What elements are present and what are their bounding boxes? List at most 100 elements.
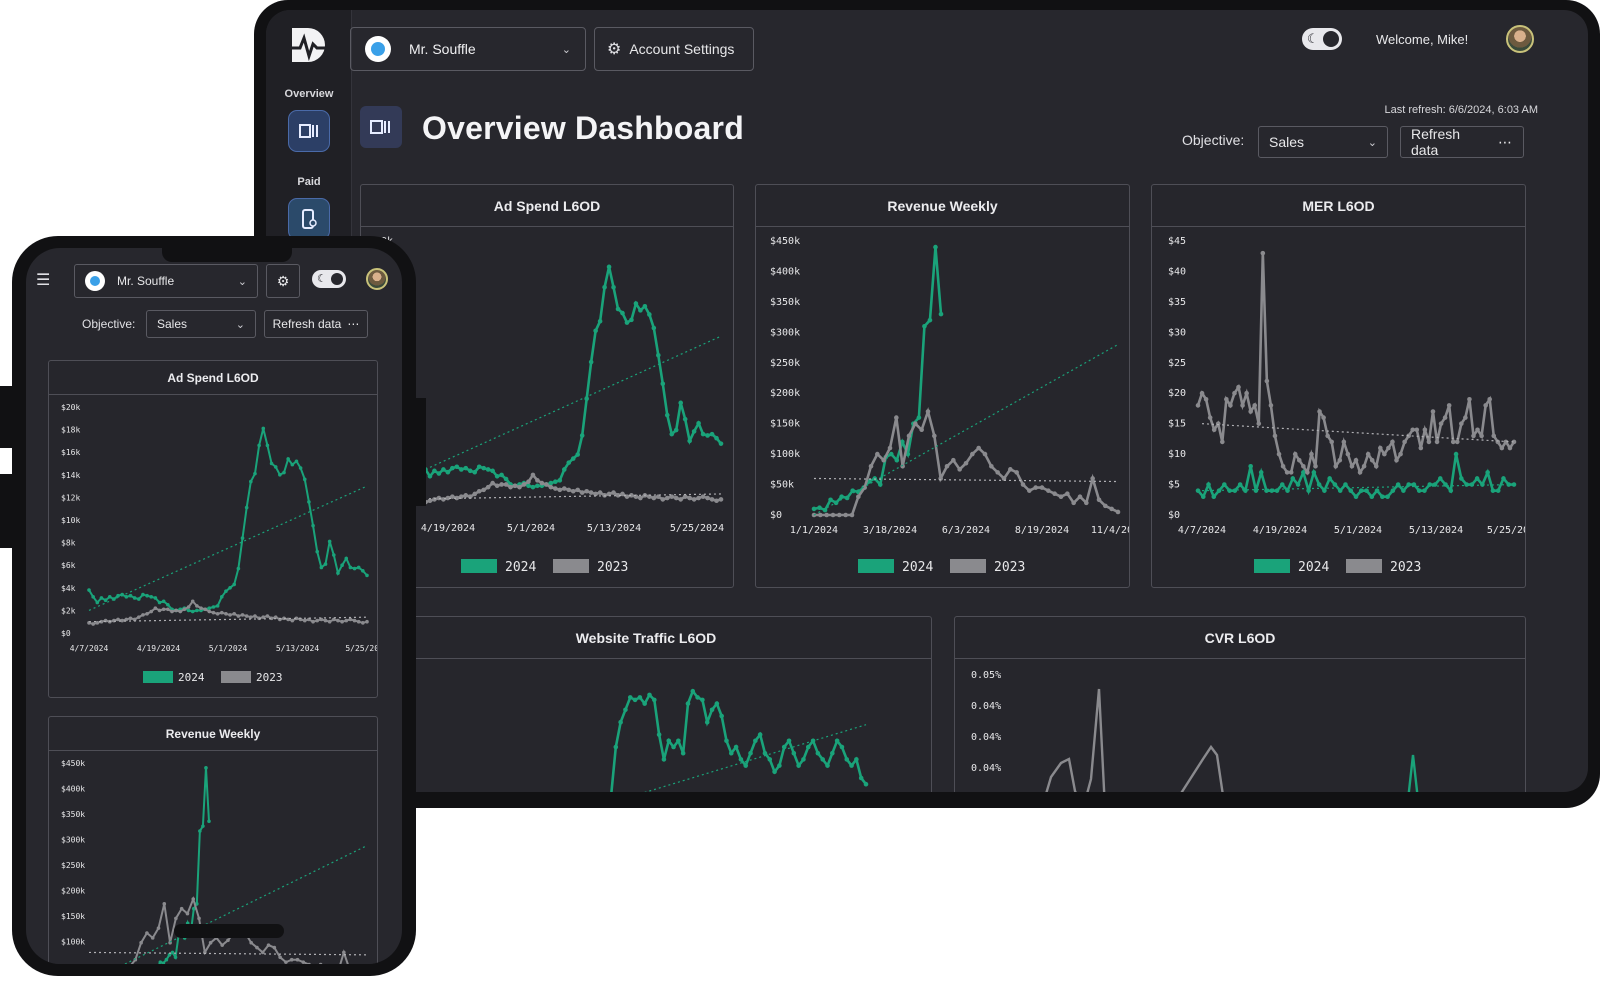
- data-point: [1292, 451, 1298, 457]
- page-title-icon: [360, 106, 402, 148]
- data-point: [99, 596, 104, 600]
- data-point: [427, 473, 433, 479]
- mobile-theme-toggle[interactable]: ☾: [312, 270, 346, 288]
- data-point: [1402, 439, 1407, 445]
- revenue-chart: $0 $50k $100k $150k $200k $250k $300k $350k $400…: [770, 236, 1129, 575]
- series-line-2024: [1407, 754, 1419, 792]
- x-tick-label: 5/1/2024: [209, 644, 248, 653]
- legend-label-2023: 2023: [256, 671, 283, 684]
- data-point: [481, 487, 486, 493]
- mobile-user-avatar[interactable]: [366, 268, 388, 290]
- welcome-text: Welcome, Mike!: [1376, 32, 1469, 47]
- data-point: [215, 611, 220, 616]
- objective-select-value: Sales: [1269, 134, 1305, 150]
- data-point: [463, 493, 469, 498]
- data-point: [1438, 421, 1444, 426]
- data-point: [1065, 491, 1070, 496]
- data-point: [530, 484, 536, 490]
- data-point: [1369, 457, 1375, 463]
- mobile-objective-select[interactable]: Sales ⌄: [146, 310, 256, 338]
- data-point: [157, 600, 162, 605]
- data-point: [535, 478, 540, 483]
- data-point: [1443, 482, 1448, 487]
- y-tick-label: 0.04%: [971, 701, 1001, 712]
- y-tick-label: $150k: [61, 912, 85, 921]
- data-point: [894, 457, 900, 463]
- data-point: [1301, 463, 1306, 469]
- data-point: [273, 465, 278, 469]
- data-point: [145, 931, 149, 935]
- data-point: [638, 495, 643, 501]
- dashboard-icon: [299, 124, 318, 138]
- chart-title: CVR L6OD: [955, 617, 1525, 659]
- data-point: [805, 744, 811, 750]
- data-point: [970, 451, 975, 457]
- data-point: [244, 614, 249, 618]
- mobile-screen: ☰ Mr. Souffle ⌄ ⚙ ☾ Objective: Sales ⌄ R…: [26, 248, 402, 964]
- data-point: [796, 763, 801, 768]
- data-point: [1475, 427, 1480, 433]
- data-point: [887, 445, 893, 451]
- data-point: [166, 602, 170, 607]
- theme-toggle[interactable]: ☾: [1302, 28, 1342, 50]
- data-point: [1309, 451, 1314, 457]
- data-point: [1232, 390, 1237, 396]
- chart-card-revenue: Revenue Weekly $0 $50k $100k $150k $200k $250…: [755, 184, 1130, 588]
- data-point: [1280, 463, 1286, 469]
- sidebar-item-overview[interactable]: [288, 110, 330, 152]
- brand-select[interactable]: Mr. Souffle ⌄: [350, 27, 586, 71]
- data-point: [932, 433, 937, 439]
- data-point: [526, 483, 531, 489]
- data-point: [566, 460, 572, 465]
- y-tick-label: $6k: [61, 561, 76, 570]
- moon-icon: ☾: [317, 273, 327, 285]
- data-point: [597, 490, 603, 495]
- data-point: [922, 323, 927, 329]
- data-point: [336, 618, 340, 623]
- pulse-logo-icon[interactable]: [286, 22, 332, 68]
- mobile-refresh-data-button[interactable]: Refresh data ⋯: [264, 310, 368, 338]
- dashboard-icon: [370, 120, 390, 134]
- data-point: [606, 264, 612, 270]
- data-point: [900, 463, 905, 469]
- data-point: [718, 441, 724, 446]
- mobile-brand-select[interactable]: Mr. Souffle ⌄: [74, 264, 258, 298]
- mobile-settings-button[interactable]: ⚙: [266, 264, 300, 298]
- account-settings-button[interactable]: ⚙ Account Settings: [594, 27, 754, 71]
- data-point: [315, 618, 320, 623]
- sidebar-item-paid[interactable]: [288, 198, 330, 240]
- data-point: [539, 480, 545, 486]
- data-point: [1374, 488, 1380, 493]
- data-point: [499, 472, 504, 478]
- data-point: [1511, 439, 1517, 445]
- data-point: [173, 955, 178, 960]
- data-point: [356, 619, 361, 624]
- data-point: [1256, 421, 1262, 426]
- x-tick-label: 6/3/2024: [942, 525, 990, 536]
- data-point: [642, 701, 647, 706]
- data-point: [153, 596, 158, 600]
- data-point: [718, 497, 724, 502]
- trend-line-2023: [813, 477, 1119, 483]
- user-avatar[interactable]: [1506, 25, 1534, 53]
- menu-icon[interactable]: ☰: [36, 272, 51, 289]
- data-point: [1216, 488, 1222, 493]
- data-point: [441, 467, 446, 472]
- data-point: [454, 495, 460, 501]
- data-point: [811, 506, 817, 512]
- refresh-data-button[interactable]: Refresh data ⋯: [1400, 126, 1524, 158]
- y-tick-label: $12k: [61, 493, 80, 502]
- trend-line-2023: [388, 493, 722, 500]
- series-line-2024: [88, 428, 368, 613]
- data-point: [1224, 397, 1229, 402]
- data-point: [463, 465, 469, 471]
- data-point: [186, 608, 191, 613]
- data-point: [1471, 433, 1476, 439]
- data-point: [919, 427, 924, 433]
- data-point: [620, 491, 625, 497]
- objective-select[interactable]: Sales ⌄: [1258, 126, 1388, 158]
- data-point: [673, 427, 679, 433]
- data-point: [850, 488, 855, 493]
- data-point: [839, 744, 845, 750]
- data-point: [843, 512, 848, 518]
